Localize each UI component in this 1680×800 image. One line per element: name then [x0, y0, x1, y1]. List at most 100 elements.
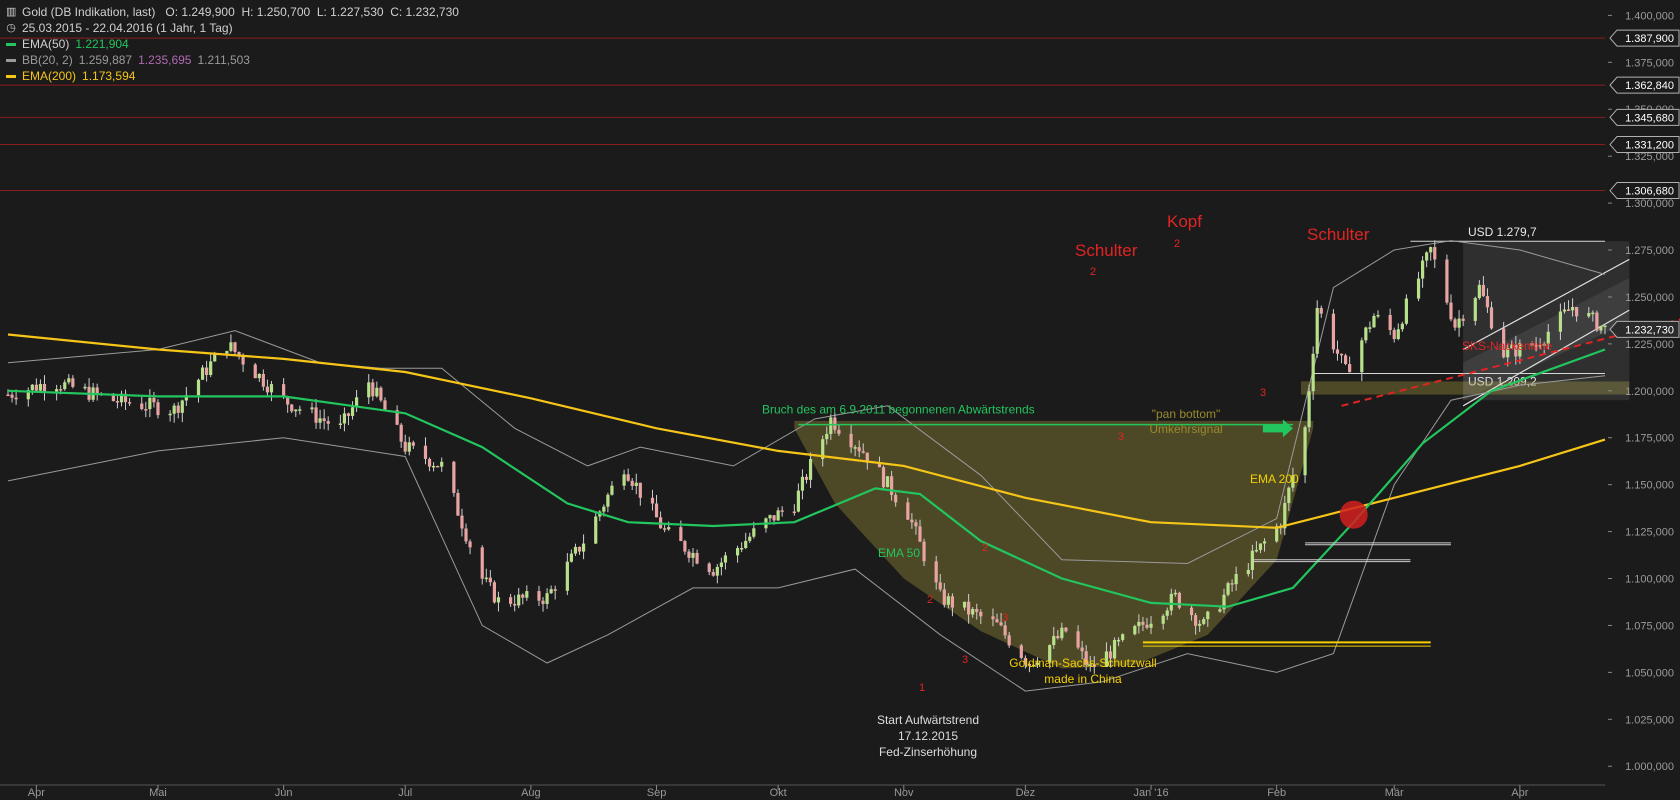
candle-body	[861, 451, 865, 453]
candle-body	[881, 467, 886, 488]
candle-body	[354, 397, 359, 408]
candle-body	[829, 417, 833, 434]
axes: 1.000,000 1.025,000 1.050,000 1.075,000 1.10…	[0, 10, 1680, 799]
candle-body	[1433, 247, 1437, 260]
candle-body	[468, 541, 472, 548]
wave-number-3: 2	[982, 542, 988, 554]
y-tick-label: 1.025,000	[1625, 714, 1674, 726]
candle-body	[209, 361, 213, 375]
candle-body	[71, 378, 75, 387]
candle-body	[541, 600, 545, 604]
y-tick-label: 1.275,000	[1625, 245, 1674, 257]
candle-body	[979, 611, 983, 617]
candle-body	[808, 459, 813, 480]
candle-body	[1360, 340, 1364, 373]
breakout-arrow	[1262, 419, 1293, 438]
legend-ema200-row[interactable]: EMA(200) 1.173,594	[6, 68, 459, 84]
candle-body	[1538, 345, 1542, 347]
candle-body	[938, 582, 942, 590]
candle-body	[1396, 329, 1400, 339]
candle-body	[34, 384, 38, 391]
candle-body	[691, 552, 695, 558]
candle-body	[314, 407, 318, 423]
candle-body	[509, 597, 513, 604]
candle-body	[1161, 615, 1165, 624]
candle-body	[1246, 569, 1250, 575]
ema200-line	[7, 333, 1606, 529]
wave-number-6: 3	[1118, 431, 1124, 443]
candle-body	[894, 494, 898, 503]
price-marker-label: 1.232,730	[1625, 324, 1674, 336]
candle-body	[792, 511, 796, 514]
candle-body	[63, 382, 67, 390]
candle-body	[1530, 343, 1534, 346]
candle-body	[667, 527, 671, 530]
candle-body	[553, 589, 557, 591]
x-tick-label: Okt	[770, 787, 787, 799]
candle-body	[922, 541, 926, 562]
candle-body	[403, 441, 407, 452]
candle-body	[30, 384, 34, 391]
head-label: Kopf	[1167, 212, 1202, 231]
candle-body	[1425, 252, 1429, 261]
candle-body	[55, 389, 59, 392]
legend-ema50-row[interactable]: EMA(50) 1.221,904	[6, 36, 459, 52]
price-marker-box	[1609, 136, 1680, 154]
candle-body	[253, 364, 257, 379]
candle-body	[800, 476, 805, 491]
candle-body	[38, 383, 43, 391]
wave-number-2: 3	[962, 654, 968, 666]
x-tick-label: Jul	[398, 787, 412, 799]
candle-body	[1400, 323, 1404, 330]
candle-body	[1315, 307, 1319, 354]
candle-body	[184, 395, 188, 401]
wave-number-0: 1	[919, 682, 925, 694]
candle-body	[1311, 353, 1315, 392]
candle-body	[1088, 664, 1092, 666]
candle-body	[310, 407, 314, 410]
candle-body	[14, 397, 18, 400]
clock-icon[interactable]: ◷	[6, 22, 16, 34]
candle-body	[1092, 664, 1096, 667]
candle-body	[1254, 549, 1259, 552]
price-marker-label: 1.306,680	[1625, 186, 1674, 198]
pan-bottom-label-2: Umkehrsignal	[1149, 422, 1222, 436]
y-tick-label: 1.400,000	[1625, 10, 1674, 22]
candle-body	[1587, 313, 1591, 317]
candle-body	[399, 424, 403, 442]
candle-body	[1121, 634, 1125, 640]
candle-body	[545, 593, 549, 604]
candle-body	[326, 421, 330, 424]
candle-body	[752, 528, 756, 537]
candle-body	[1570, 307, 1575, 311]
legend-bb-row[interactable]: BB(20, 2) 1.259,887 1.235,695 1.211,503	[6, 52, 459, 68]
wave-number-4: 3	[1002, 612, 1008, 624]
candle-body	[634, 482, 638, 486]
x-tick-label: Mai	[149, 787, 167, 799]
candle-body	[1198, 623, 1202, 626]
bb-lower-line	[7, 375, 1606, 692]
neckline-label: SKS-Nackenlinie	[1462, 339, 1552, 353]
candle-body	[229, 342, 233, 351]
chart-type-icon[interactable]: ▥	[6, 6, 17, 18]
candle-body	[42, 383, 47, 392]
candle-body	[1275, 526, 1279, 542]
ema50-annotation: EMA 50	[878, 546, 920, 560]
candle-body	[1546, 331, 1550, 344]
candle-body	[95, 387, 99, 394]
candle-body	[144, 409, 148, 411]
price-marker-box	[1609, 182, 1680, 200]
candle-body	[241, 356, 245, 365]
candle-body	[1283, 503, 1287, 529]
candle-body	[537, 591, 541, 601]
candle-body	[1141, 621, 1145, 625]
x-tick-label: Mär	[1385, 787, 1404, 799]
ema50-label: EMA(50)	[22, 37, 70, 51]
candle-body	[1429, 247, 1433, 253]
candle-body	[687, 551, 691, 558]
candle-body	[748, 536, 752, 541]
candle-body	[1035, 662, 1040, 665]
candle-body	[723, 555, 728, 563]
